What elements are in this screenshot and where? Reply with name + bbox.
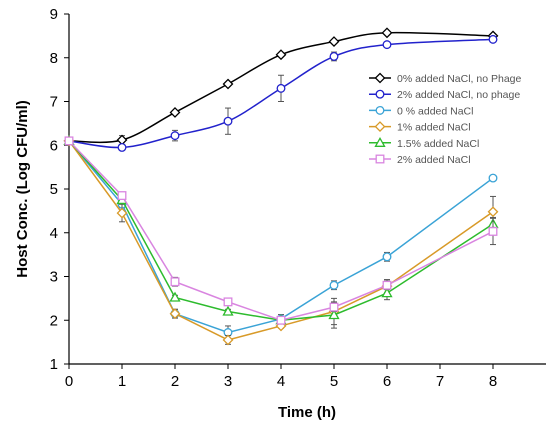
data-point bbox=[329, 280, 339, 290]
x-tick-label: 2 bbox=[171, 373, 179, 390]
x-axis-title: Time (h) bbox=[278, 404, 336, 421]
data-point bbox=[170, 277, 180, 287]
axes bbox=[68, 14, 546, 365]
data-point bbox=[169, 291, 181, 302]
legend-item: 0 % added NaCl bbox=[369, 105, 473, 117]
series-line bbox=[68, 140, 494, 334]
data-point bbox=[276, 83, 286, 93]
data-point bbox=[328, 36, 340, 47]
series-line bbox=[68, 140, 494, 322]
legend-label: 2% added NaCl, no phage bbox=[397, 89, 520, 101]
y-tick-label: 4 bbox=[50, 225, 58, 242]
y-tick-label: 8 bbox=[50, 50, 58, 67]
legend-item: 1% added NaCl bbox=[369, 121, 471, 134]
data-point bbox=[381, 27, 393, 39]
data-point bbox=[222, 305, 234, 316]
data-point bbox=[223, 297, 233, 307]
series-line bbox=[68, 140, 494, 322]
data-point bbox=[170, 131, 180, 141]
y-tick-label: 2 bbox=[50, 312, 58, 329]
y-tick-label: 6 bbox=[50, 137, 58, 154]
data-point bbox=[329, 302, 339, 312]
y-axis-title: Host Conc. (Log CFU/ml) bbox=[14, 100, 31, 277]
x-tick-label: 7 bbox=[436, 373, 444, 390]
data-point bbox=[223, 116, 233, 126]
legend: 0% added NaCl, no Phage 2% added NaCl, no… bbox=[369, 72, 521, 166]
data-point bbox=[487, 206, 499, 218]
x-tick-label: 5 bbox=[330, 373, 338, 390]
legend-marker bbox=[374, 121, 386, 133]
legend-label: 1.5% added NaCl bbox=[397, 138, 479, 150]
data-point bbox=[169, 308, 181, 320]
legend-label: 2% added NaCl bbox=[397, 154, 471, 166]
data-point bbox=[329, 51, 339, 61]
series-6 bbox=[64, 136, 498, 325]
legend-item: 1.5% added NaCl bbox=[369, 136, 479, 150]
series-3 bbox=[64, 136, 498, 340]
data-point bbox=[222, 78, 234, 90]
y-tick-label: 5 bbox=[50, 181, 58, 198]
x-tick-label: 6 bbox=[383, 373, 391, 390]
data-point bbox=[488, 226, 498, 236]
data-point bbox=[382, 280, 392, 290]
x-tick-label: 0 bbox=[65, 373, 73, 390]
legend-label: 1% added NaCl bbox=[397, 122, 471, 134]
x-ticks: 0 1 2 3 4 5 6 7 8 bbox=[65, 364, 497, 390]
data-point bbox=[276, 315, 286, 325]
legend-item: 0% added NaCl, no Phage bbox=[369, 72, 521, 85]
legend-marker bbox=[375, 154, 385, 164]
legend-item: 2% added NaCl bbox=[369, 154, 471, 166]
y-tick-label: 1 bbox=[50, 356, 58, 373]
y-tick-label: 3 bbox=[50, 269, 58, 286]
legend-label: 0% added NaCl, no Phage bbox=[397, 73, 521, 85]
data-point bbox=[116, 207, 128, 219]
x-tick-label: 1 bbox=[118, 373, 126, 390]
data-point bbox=[488, 34, 498, 44]
legend-marker bbox=[374, 136, 386, 147]
y-tick-label: 7 bbox=[50, 94, 58, 111]
y-ticks: 1 2 3 4 5 6 7 8 9 bbox=[50, 6, 69, 373]
data-point bbox=[328, 309, 340, 320]
data-point bbox=[222, 334, 234, 346]
data-point bbox=[117, 191, 127, 201]
legend-item: 2% added NaCl, no phage bbox=[369, 89, 520, 101]
series-4 bbox=[63, 135, 499, 346]
data-point bbox=[382, 252, 392, 262]
series-layer bbox=[63, 27, 499, 346]
legend-label: 0 % added NaCl bbox=[397, 105, 473, 117]
y-tick-label: 9 bbox=[50, 6, 58, 23]
series-line bbox=[68, 140, 494, 341]
data-point bbox=[64, 136, 74, 146]
data-point bbox=[381, 287, 393, 298]
data-point bbox=[488, 173, 498, 183]
data-point bbox=[382, 40, 392, 50]
x-tick-label: 3 bbox=[224, 373, 232, 390]
x-tick-label: 8 bbox=[489, 373, 497, 390]
legend-marker bbox=[375, 89, 385, 99]
x-tick-label: 4 bbox=[277, 373, 285, 390]
data-point bbox=[117, 142, 127, 152]
data-point bbox=[275, 49, 287, 61]
data-point bbox=[169, 107, 181, 118]
legend-marker bbox=[374, 72, 386, 84]
legend-marker bbox=[375, 105, 385, 115]
